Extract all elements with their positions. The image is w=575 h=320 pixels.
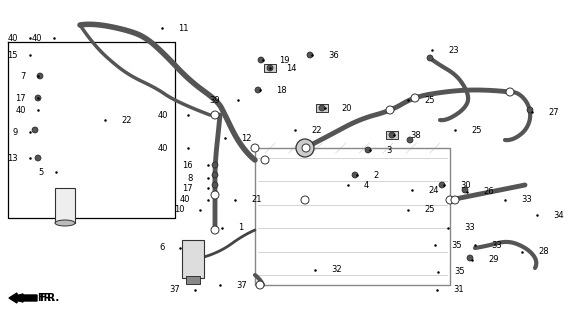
Text: 31: 31 bbox=[453, 285, 463, 294]
Text: 14: 14 bbox=[286, 63, 297, 73]
Circle shape bbox=[301, 196, 309, 204]
Text: 33: 33 bbox=[491, 241, 502, 250]
Text: 30: 30 bbox=[460, 180, 470, 189]
Circle shape bbox=[211, 226, 219, 234]
Text: 29: 29 bbox=[488, 255, 499, 265]
Text: FR.: FR. bbox=[40, 293, 59, 303]
Circle shape bbox=[411, 94, 419, 102]
Text: 38: 38 bbox=[410, 131, 421, 140]
Circle shape bbox=[211, 191, 219, 199]
Circle shape bbox=[506, 88, 514, 96]
Circle shape bbox=[451, 196, 459, 204]
Text: 40: 40 bbox=[7, 34, 18, 43]
Circle shape bbox=[446, 196, 454, 204]
Text: FR.: FR. bbox=[37, 293, 55, 303]
Circle shape bbox=[212, 162, 218, 168]
Text: 39: 39 bbox=[209, 95, 220, 105]
Text: 1: 1 bbox=[238, 223, 243, 233]
Text: 32: 32 bbox=[331, 266, 342, 275]
Bar bbox=[386, 131, 398, 139]
Text: 13: 13 bbox=[7, 154, 18, 163]
Circle shape bbox=[255, 87, 261, 93]
Text: 25: 25 bbox=[424, 205, 435, 214]
Text: 33: 33 bbox=[464, 223, 475, 233]
Text: 22: 22 bbox=[121, 116, 132, 124]
Text: 28: 28 bbox=[538, 247, 549, 257]
Circle shape bbox=[35, 95, 41, 101]
Text: 33: 33 bbox=[521, 196, 532, 204]
Circle shape bbox=[302, 144, 310, 152]
Bar bbox=[186, 276, 200, 284]
Text: 25: 25 bbox=[424, 95, 435, 105]
Circle shape bbox=[211, 111, 219, 119]
Text: 37: 37 bbox=[169, 285, 180, 294]
Text: 40: 40 bbox=[158, 110, 168, 119]
Text: 40: 40 bbox=[179, 196, 190, 204]
Text: 35: 35 bbox=[451, 241, 462, 250]
Bar bbox=[264, 64, 276, 72]
Text: 11: 11 bbox=[178, 23, 189, 33]
Text: 4: 4 bbox=[364, 180, 369, 189]
Circle shape bbox=[527, 107, 533, 113]
Text: 17: 17 bbox=[182, 183, 193, 193]
Text: 8: 8 bbox=[187, 173, 193, 182]
Text: 17: 17 bbox=[16, 93, 26, 102]
Circle shape bbox=[251, 144, 259, 152]
Text: 20: 20 bbox=[341, 103, 351, 113]
Bar bbox=[182, 240, 204, 278]
Circle shape bbox=[467, 255, 473, 261]
Circle shape bbox=[386, 106, 394, 114]
Text: 27: 27 bbox=[548, 108, 559, 116]
Text: 9: 9 bbox=[13, 127, 18, 137]
Text: 7: 7 bbox=[21, 71, 26, 81]
Circle shape bbox=[462, 187, 468, 193]
FancyArrow shape bbox=[9, 293, 37, 303]
Circle shape bbox=[427, 55, 433, 61]
Circle shape bbox=[258, 57, 264, 63]
Text: 18: 18 bbox=[276, 85, 286, 94]
Text: 40: 40 bbox=[158, 143, 168, 153]
Circle shape bbox=[37, 73, 43, 79]
Text: 21: 21 bbox=[251, 196, 262, 204]
Text: 2: 2 bbox=[373, 171, 378, 180]
Circle shape bbox=[256, 281, 264, 289]
Text: 15: 15 bbox=[7, 51, 18, 60]
Text: 22: 22 bbox=[311, 125, 321, 134]
Text: 6: 6 bbox=[160, 244, 165, 252]
Text: 36: 36 bbox=[328, 51, 339, 60]
Circle shape bbox=[212, 182, 218, 188]
Circle shape bbox=[261, 156, 269, 164]
Text: 40: 40 bbox=[16, 106, 26, 115]
Circle shape bbox=[212, 172, 218, 178]
Text: 23: 23 bbox=[448, 45, 459, 54]
Text: 37: 37 bbox=[236, 281, 247, 290]
Bar bbox=[316, 104, 328, 112]
Circle shape bbox=[407, 137, 413, 143]
Circle shape bbox=[296, 139, 314, 157]
Circle shape bbox=[389, 132, 395, 138]
Text: 35: 35 bbox=[454, 268, 465, 276]
Text: 12: 12 bbox=[241, 133, 251, 142]
Text: 16: 16 bbox=[182, 161, 193, 170]
Circle shape bbox=[352, 172, 358, 178]
Circle shape bbox=[35, 155, 41, 161]
Circle shape bbox=[319, 105, 325, 111]
Circle shape bbox=[365, 147, 371, 153]
Circle shape bbox=[439, 182, 445, 188]
Text: 26: 26 bbox=[483, 188, 493, 196]
Text: 3: 3 bbox=[386, 146, 392, 155]
Text: 10: 10 bbox=[174, 205, 185, 214]
Ellipse shape bbox=[55, 220, 75, 226]
Text: 40: 40 bbox=[32, 34, 42, 43]
Text: 19: 19 bbox=[279, 55, 289, 65]
Circle shape bbox=[267, 65, 273, 71]
Circle shape bbox=[307, 52, 313, 58]
Circle shape bbox=[32, 127, 38, 133]
Text: 34: 34 bbox=[553, 211, 564, 220]
Text: 25: 25 bbox=[471, 125, 481, 134]
Text: 24: 24 bbox=[428, 186, 439, 195]
Text: 5: 5 bbox=[39, 167, 44, 177]
Bar bbox=[55, 188, 75, 223]
